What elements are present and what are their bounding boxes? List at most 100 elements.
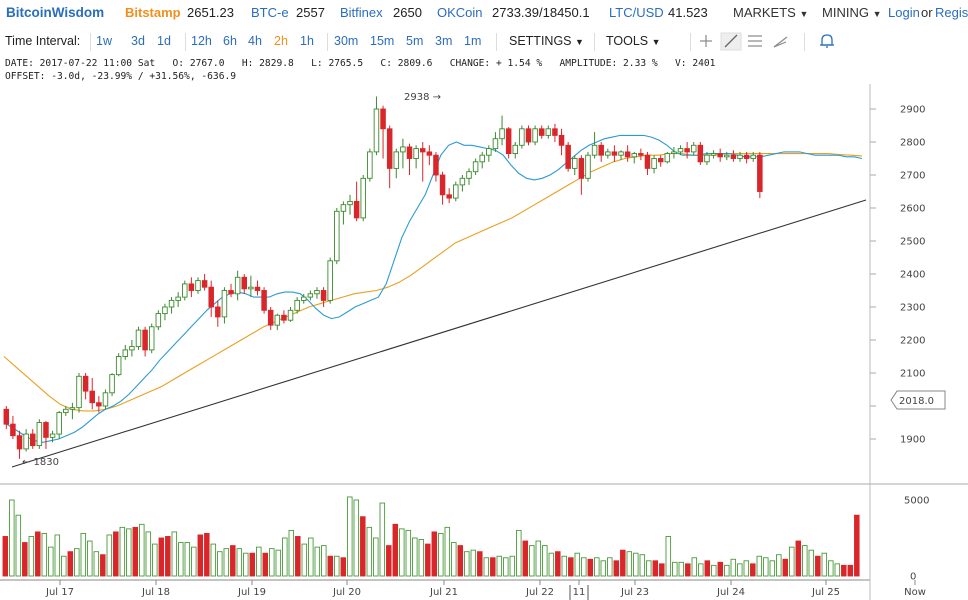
volume-bar	[61, 555, 67, 577]
volume-bar	[379, 502, 386, 577]
candle	[215, 306, 221, 318]
volume-bar	[256, 546, 262, 577]
register-link[interactable]: Regist	[935, 5, 968, 20]
interval-3m[interactable]: 3m	[435, 34, 453, 48]
volume-bar	[594, 557, 600, 577]
volume-bar	[327, 555, 334, 577]
settings-menu[interactable]: SETTINGS ▼	[509, 34, 584, 48]
exchange-btce-price: 2557	[296, 5, 325, 20]
candle	[353, 200, 360, 219]
candle	[281, 314, 287, 321]
volume-bar	[691, 557, 698, 577]
candle	[102, 392, 109, 407]
volume-bar	[48, 546, 54, 577]
ma-slow-line	[3, 153, 863, 412]
candle	[591, 144, 598, 156]
volume-bar	[35, 531, 41, 577]
candle	[578, 158, 585, 179]
volume-bar	[522, 540, 529, 577]
markets-menu[interactable]: MARKETS ▼	[733, 5, 808, 20]
volume-bar	[665, 536, 672, 577]
interval-1w[interactable]: 1w	[96, 34, 112, 48]
x-tick-label: Jul 18	[141, 587, 170, 598]
volume-bar	[769, 560, 776, 577]
candle	[492, 138, 499, 150]
volume-bar	[490, 557, 496, 577]
volume-bar	[28, 536, 35, 577]
volume-bar	[841, 564, 847, 577]
interval-12h[interactable]: 12h	[191, 34, 212, 48]
exchange-bitstamp-price: 2651.23	[187, 5, 234, 20]
candle	[611, 151, 618, 156]
volume-bar	[503, 557, 509, 577]
candle	[89, 390, 95, 404]
candle	[439, 174, 446, 196]
volume-bar	[314, 546, 321, 577]
volume-bar	[795, 540, 802, 577]
interval-3d[interactable]: 3d	[131, 34, 145, 48]
exchange-okcoin[interactable]: OKCoin	[437, 5, 483, 20]
exchange-bitstamp[interactable]: Bitstamp	[125, 5, 181, 20]
caret-down-icon: ▼	[651, 37, 661, 47]
tools-menu[interactable]: TOOLS ▼	[606, 34, 661, 48]
interval-1h[interactable]: 1h	[300, 34, 314, 48]
volume-bar	[132, 526, 139, 577]
markets-label: MARKETS	[733, 5, 796, 20]
interval-4h[interactable]: 4h	[248, 34, 262, 48]
candle	[63, 408, 69, 414]
exchange-ltcusd[interactable]: LTC/USD	[609, 5, 664, 20]
volume-bar	[321, 545, 327, 577]
volume-bar	[41, 532, 48, 577]
interval-5m[interactable]: 5m	[406, 34, 424, 48]
candle	[122, 349, 129, 357]
interval-6h[interactable]: 6h	[223, 34, 237, 48]
volume-bar	[516, 529, 522, 577]
volume-bar	[821, 552, 828, 577]
mining-menu[interactable]: MINING ▼	[822, 5, 882, 20]
interval-1d[interactable]: 1d	[157, 34, 171, 48]
volume-bar	[67, 551, 74, 577]
interval-1m[interactable]: 1m	[464, 34, 482, 48]
exchange-btce[interactable]: BTC-e	[251, 5, 289, 20]
candle	[664, 153, 671, 163]
x-tick-label: Now	[904, 587, 926, 598]
candle	[155, 313, 162, 328]
candle	[254, 286, 261, 291]
candle	[737, 154, 743, 159]
toolbar-divider	[90, 33, 91, 51]
caret-down-icon: ▼	[872, 9, 882, 19]
volume-bar	[93, 551, 100, 577]
exchange-bitfinex[interactable]: Bitfinex	[340, 5, 383, 20]
candle	[367, 151, 373, 179]
y-tick-label: 2400	[900, 270, 925, 281]
settings-label: SETTINGS	[509, 34, 572, 48]
interval-2h[interactable]: 2h	[274, 34, 288, 48]
ma-fast-line	[3, 134, 863, 443]
candle	[717, 153, 723, 158]
brand-logo[interactable]: BitcoinWisdom	[6, 5, 105, 20]
y-tick-label: 2100	[900, 369, 925, 380]
candle	[340, 204, 347, 212]
candle	[730, 154, 737, 159]
interval-15m[interactable]: 15m	[370, 34, 395, 48]
candle	[697, 144, 704, 163]
volume-bar	[165, 536, 171, 577]
volume-bar	[366, 526, 373, 577]
candle	[499, 128, 505, 140]
y-tick-label: 2300	[900, 303, 925, 314]
candle	[234, 276, 241, 295]
volume-bar	[828, 560, 834, 577]
candle	[519, 128, 525, 146]
volume-bar	[548, 552, 555, 577]
volume-bar	[223, 548, 230, 577]
volume-bar	[535, 540, 542, 577]
volume-bar	[22, 542, 28, 577]
x-tick-label: Jul 22	[525, 587, 554, 598]
volume-bar	[678, 561, 685, 577]
interval-30m[interactable]: 30m	[334, 34, 359, 48]
candle	[360, 177, 366, 219]
candle	[446, 194, 452, 199]
volume-bar	[262, 552, 269, 577]
login-link[interactable]: Login	[888, 5, 920, 20]
